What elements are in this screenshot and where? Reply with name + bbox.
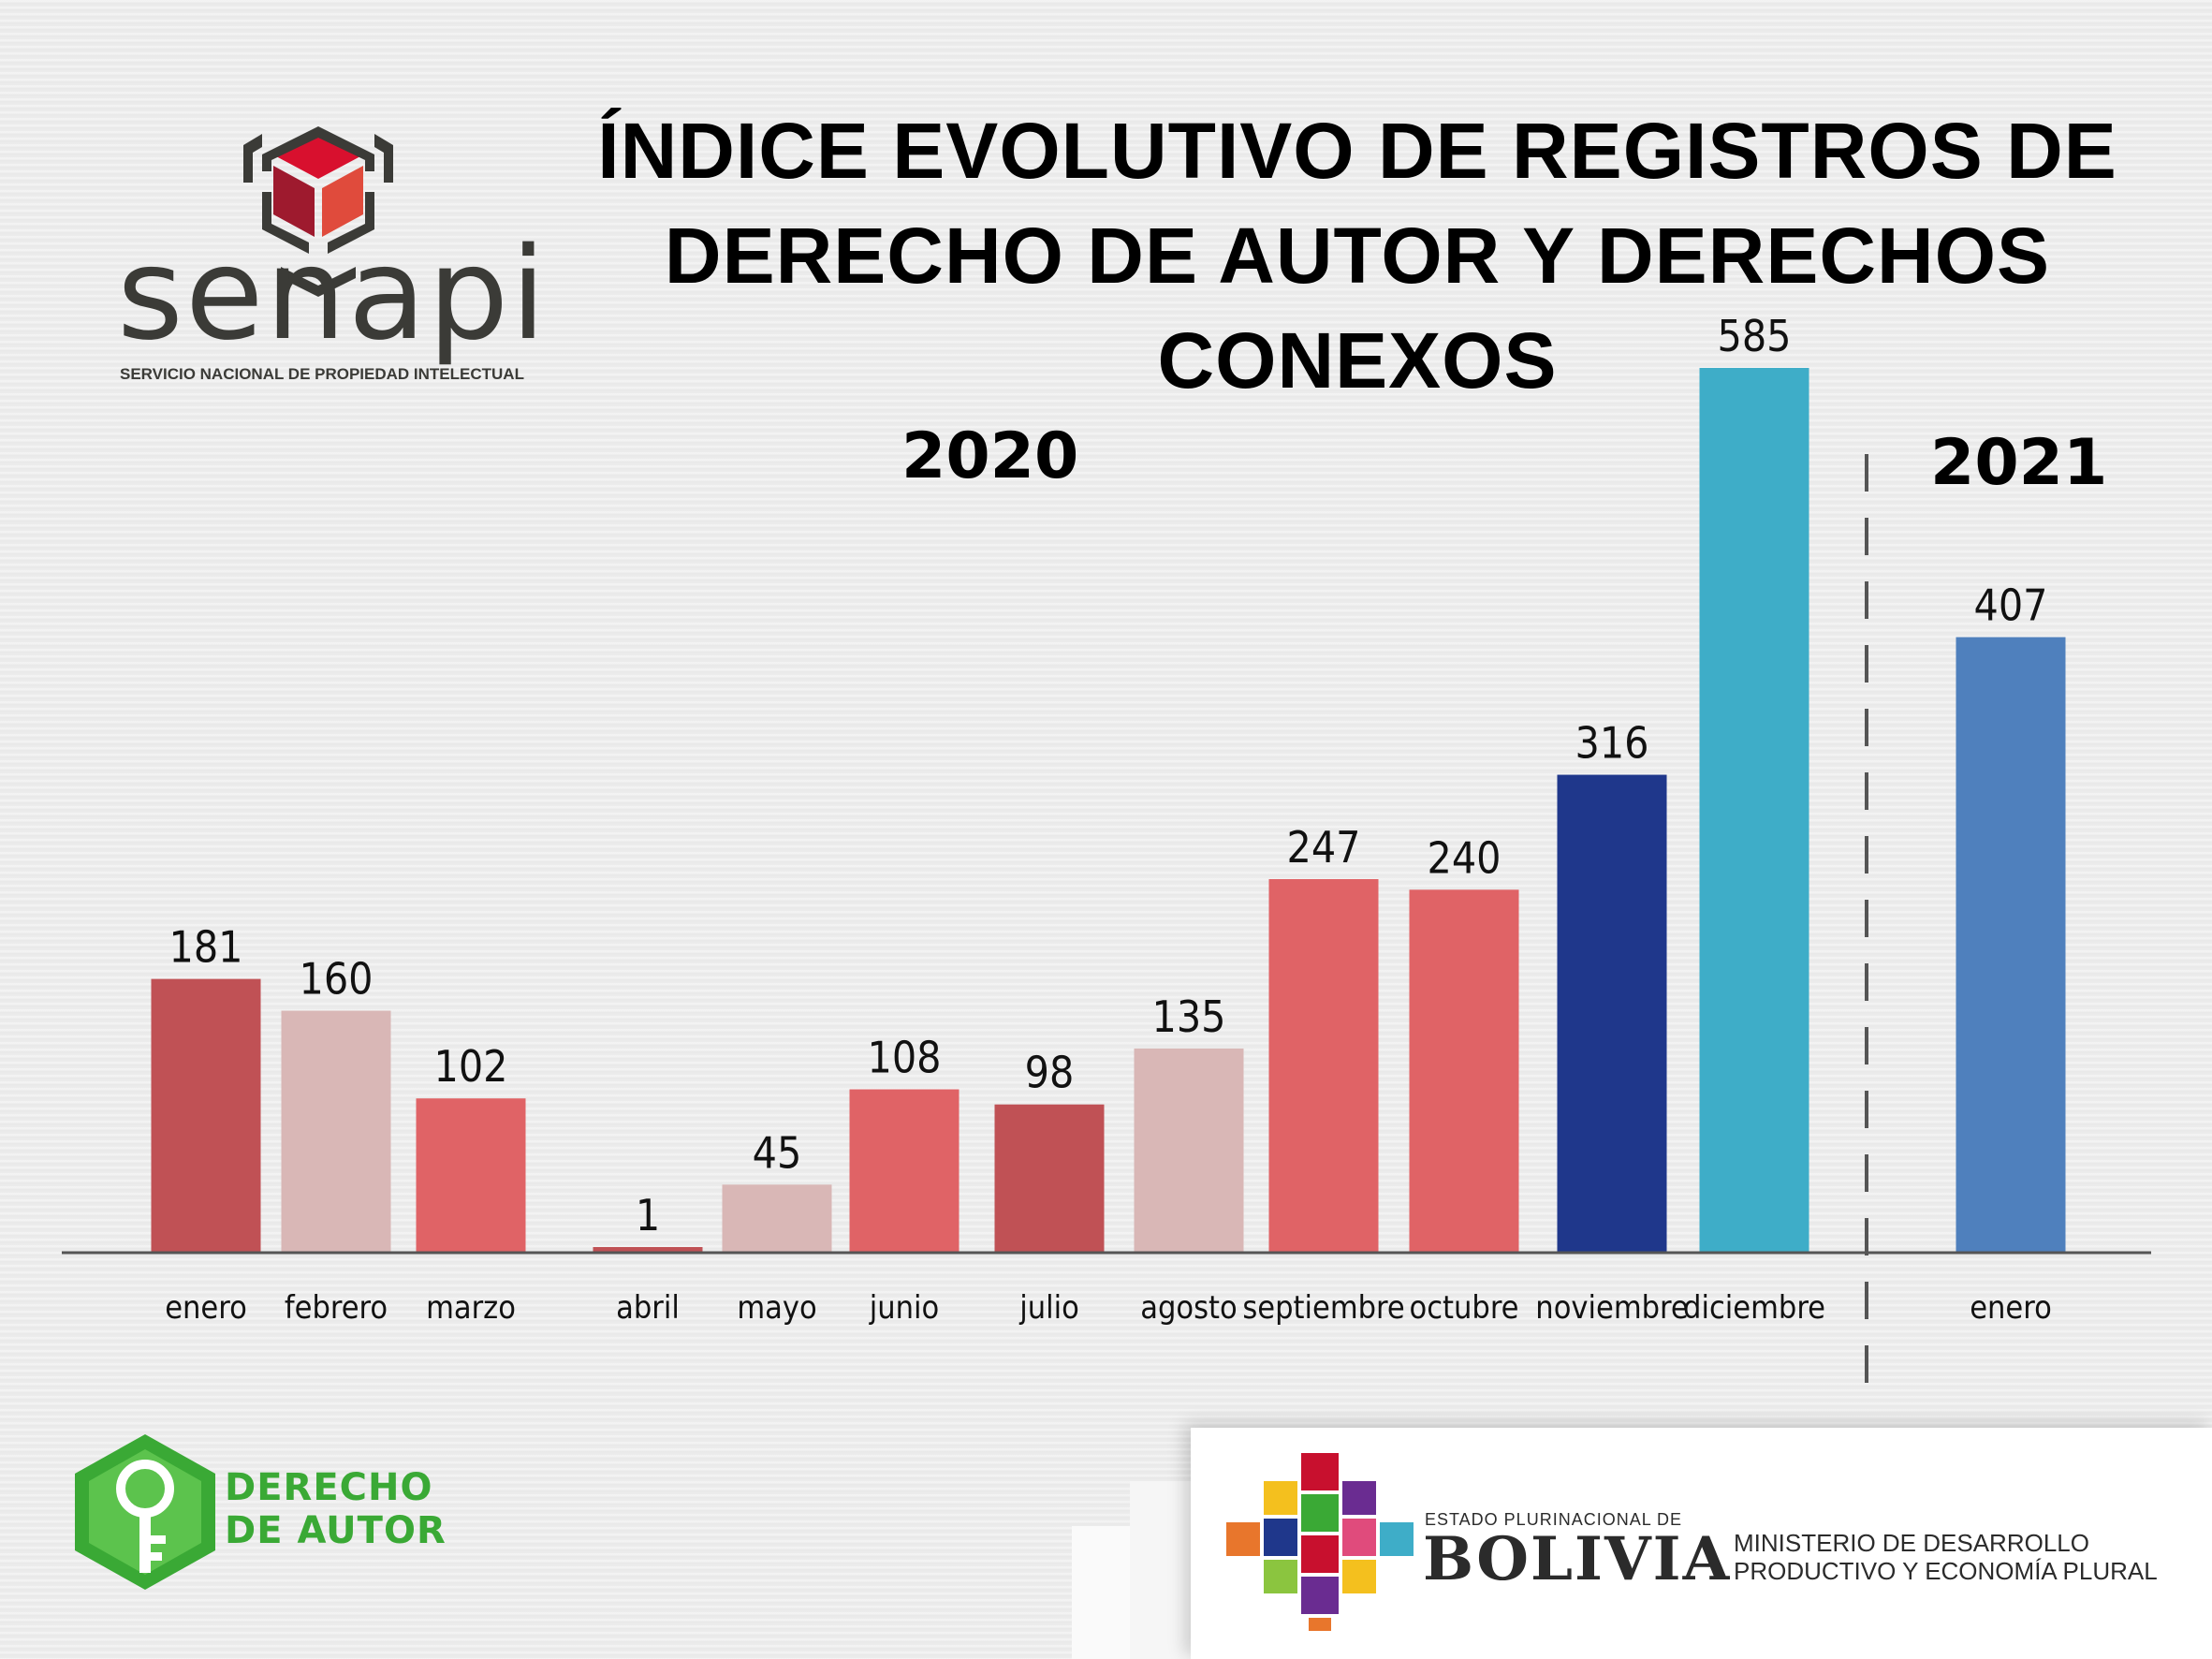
bar-octubre [1409, 889, 1519, 1253]
bar-febrero [281, 1010, 391, 1253]
bar-enero [151, 978, 261, 1253]
senapi-cube-icon [243, 126, 393, 297]
ministerio-line2: PRODUCTIVO Y ECONOMÍA PLURAL [1734, 1557, 2158, 1585]
category-label: enero [1970, 1289, 2052, 1327]
category-label: agosto [1140, 1289, 1238, 1327]
value-label: 181 [169, 922, 243, 973]
category-label: abril [616, 1289, 680, 1327]
value-label: 98 [1025, 1048, 1075, 1098]
ministerio-line1: MINISTERIO DE DESARROLLO [1734, 1529, 2089, 1557]
bolivia-wordmark: BOLIVIA [1423, 1524, 1732, 1594]
category-label: febrero [285, 1289, 388, 1327]
senapi-wordmark: senapi [117, 221, 549, 369]
category-label: enero [165, 1289, 247, 1327]
bar-abril [593, 1247, 703, 1253]
category-label: julio [1018, 1289, 1079, 1327]
value-label: 407 [1974, 580, 2048, 631]
bar-septiembre [1268, 879, 1379, 1253]
bolivia-emblem-icon [1226, 1453, 1414, 1631]
derecho-de-autor-line1: DERECHO [225, 1466, 433, 1509]
estado-plurinacional-label: ESTADO PLURINACIONAL DE [1425, 1510, 1683, 1529]
value-label: 1 [636, 1190, 660, 1241]
category-label: marzo [426, 1289, 516, 1327]
category-label: junio [869, 1289, 940, 1327]
key-hexagon-icon [75, 1434, 215, 1590]
value-label: 135 [1152, 991, 1226, 1042]
value-label: 585 [1718, 311, 1792, 361]
category-label: mayo [737, 1289, 816, 1327]
bar-marzo [416, 1098, 526, 1253]
value-label: 102 [434, 1041, 508, 1092]
category-label: noviembre [1535, 1289, 1688, 1327]
value-label: 108 [868, 1033, 942, 1083]
bar-enero-2021 [1956, 637, 2066, 1253]
chart-title: ÍNDICE EVOLUTIVO DE REGISTROS DE DERECHO… [524, 98, 2190, 413]
category-label: octubre [1410, 1289, 1519, 1327]
bar-junio [849, 1089, 960, 1253]
category-label: diciembre [1683, 1289, 1825, 1327]
bar-mayo [722, 1184, 832, 1253]
value-label: 316 [1575, 718, 1649, 769]
category-label: septiembre [1242, 1289, 1404, 1327]
senapi-subtitle: SERVICIO NACIONAL DE PROPIEDAD INTELECTU… [120, 365, 524, 383]
year-label-2020: 2020 [901, 419, 1079, 493]
chart-title-line1: ÍNDICE EVOLUTIVO DE REGISTROS DE [597, 107, 2117, 195]
value-label: 45 [753, 1127, 802, 1178]
derecho-de-autor-line2: DE AUTOR [225, 1509, 447, 1552]
ministerio-label: MINISTERIO DE DESARROLLO PRODUCTIVO Y EC… [1734, 1529, 2158, 1585]
value-label: 240 [1428, 832, 1502, 883]
value-label: 160 [300, 954, 374, 1005]
bar-diciembre [1699, 368, 1809, 1253]
chart-title-line2: DERECHO DE AUTOR Y DERECHOS CONEXOS [664, 212, 2051, 404]
year-label-2021: 2021 [1930, 426, 2108, 500]
bar-julio [994, 1104, 1105, 1253]
bar-noviembre [1557, 774, 1667, 1253]
value-label: 247 [1287, 822, 1361, 873]
bar-agosto [1134, 1048, 1244, 1253]
